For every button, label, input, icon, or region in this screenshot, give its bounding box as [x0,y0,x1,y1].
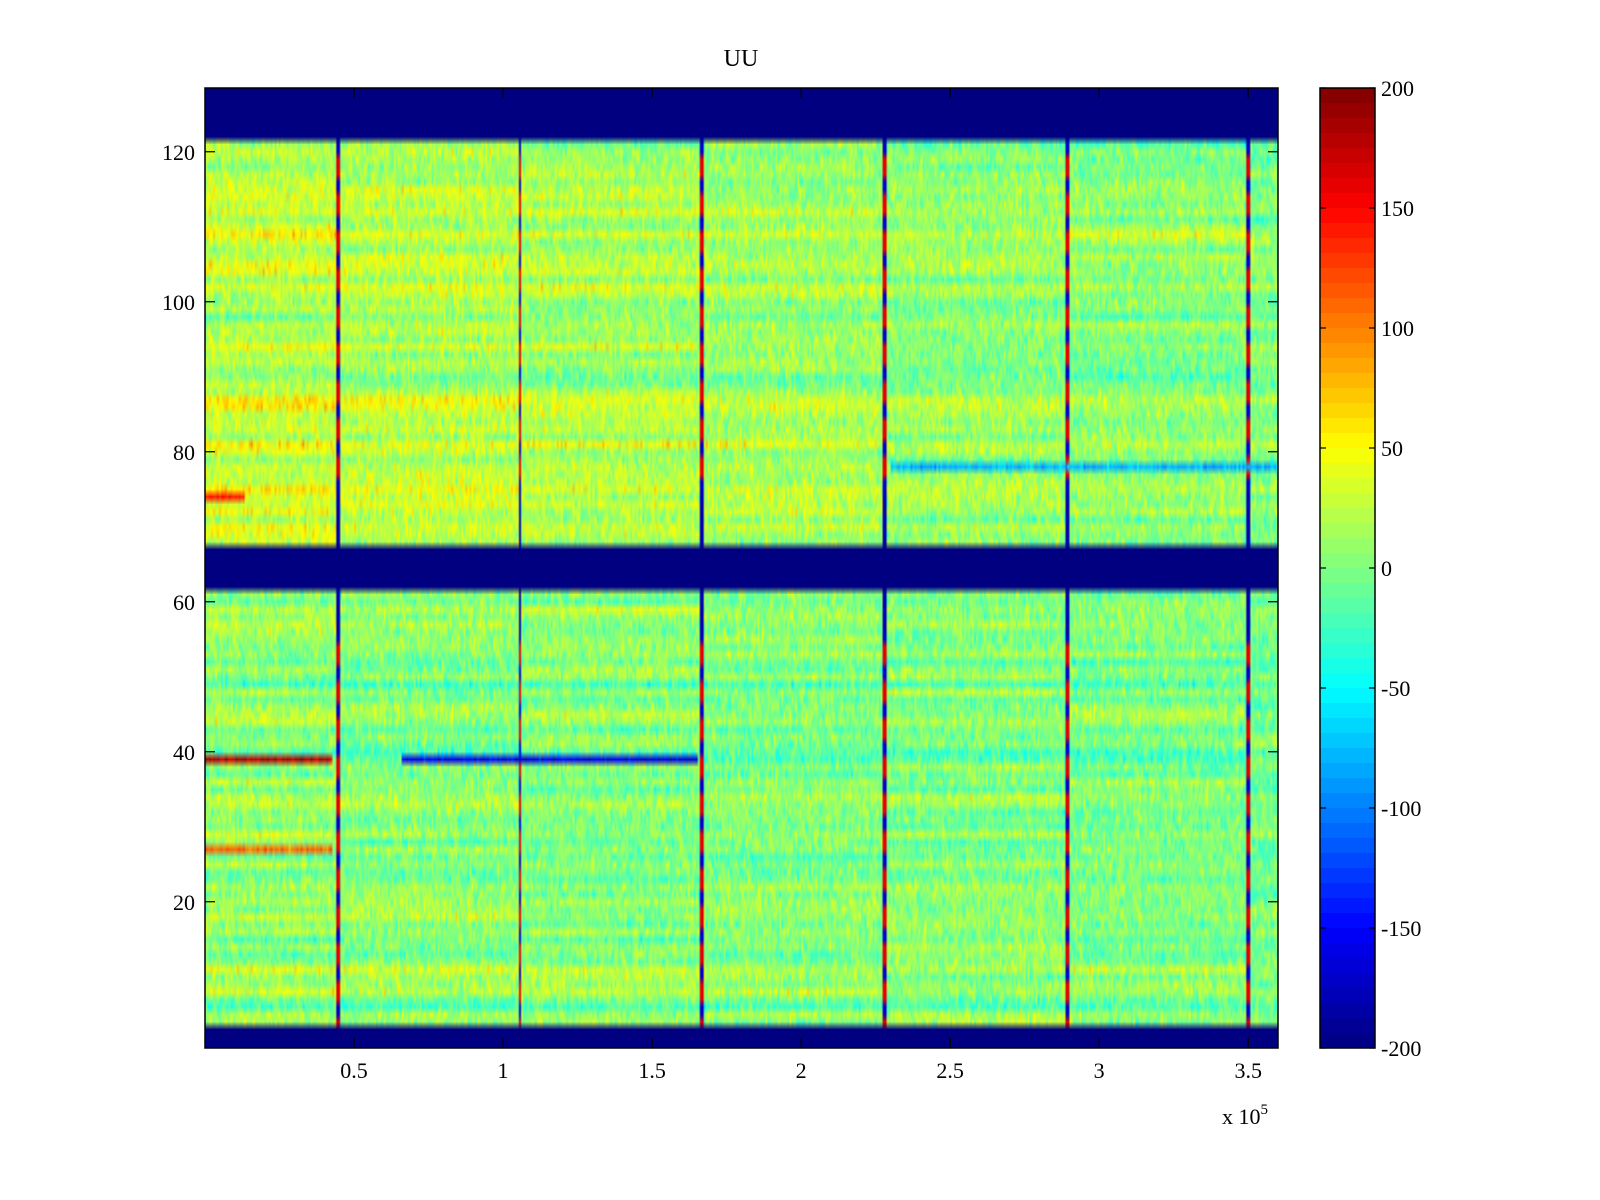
colorbar-tick-label: -100 [1381,796,1421,821]
x-multiplier-label: x 105 [1222,1102,1268,1129]
colorbar: 200 150 100 50 0 -50 -100 -150 -200 [1319,76,1421,1061]
colorbar-tick-label: 100 [1381,316,1414,341]
y-tick-label: 20 [173,890,195,915]
x-tick-label: 1 [498,1058,509,1083]
colorbar-tick-label: 200 [1381,76,1414,101]
colorbar-tick-label: -150 [1381,916,1421,941]
colorbar-gradient [1320,88,1375,1048]
colorbar-tick-label: 150 [1381,196,1414,221]
x-tick-label: 0.5 [340,1058,368,1083]
colorbar-ticks: 200 150 100 50 0 -50 -100 -150 -200 [1320,76,1421,1061]
colorbar-tick-label: 0 [1381,556,1392,581]
heatmap-plot-area [204,87,1279,1049]
colorbar-tick-label: 50 [1381,436,1403,461]
heatmap-image [205,88,1278,1048]
y-tick-label: 100 [162,290,195,315]
colorbar-tick-label: -50 [1381,676,1410,701]
y-axis: 20 40 60 80 100 120 [162,140,1278,915]
x-tick-label: 3 [1094,1058,1105,1083]
plot-frame [204,87,1279,1049]
x-tick-label: 3.5 [1234,1058,1262,1083]
x-axis: 0.5 1 1.5 2 2.5 3 3.5 [340,88,1262,1083]
x-tick-label: 2.5 [936,1058,964,1083]
x-tick-label: 1.5 [638,1058,666,1083]
y-tick-label: 40 [173,740,195,765]
y-tick-label: 80 [173,440,195,465]
colorbar-tick-label: -200 [1381,1036,1421,1061]
y-tick-label: 60 [173,590,195,615]
x-tick-label: 2 [796,1058,807,1083]
y-tick-label: 120 [162,140,195,165]
x-multiplier-exponent: 5 [1261,1102,1269,1118]
chart-title: UU [724,46,759,72]
